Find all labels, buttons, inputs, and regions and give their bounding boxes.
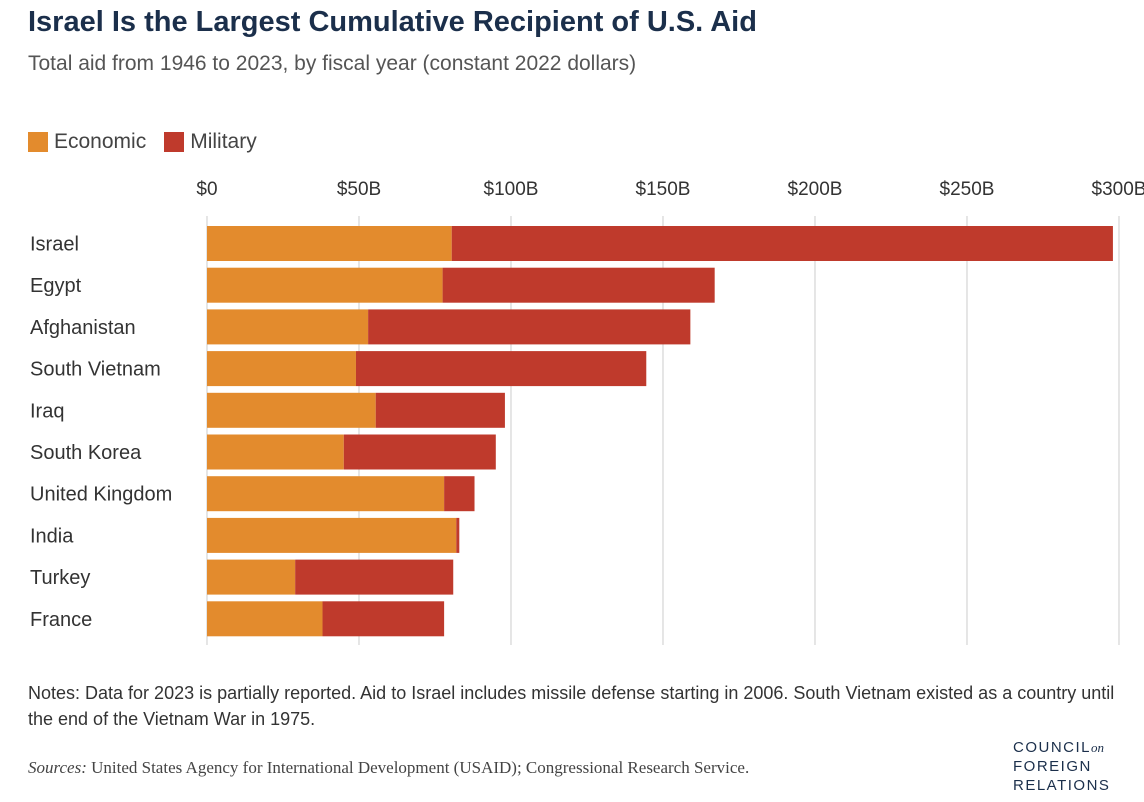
bar-military: [442, 267, 715, 303]
x-tick-label: $300B: [1092, 179, 1144, 200]
bar-military: [444, 476, 475, 512]
bar-military: [355, 351, 647, 387]
bar-military: [322, 601, 445, 637]
chart-title: Israel Is the Largest Cumulative Recipie…: [28, 6, 757, 38]
bar-military: [368, 309, 691, 345]
y-category-label: Iraq: [30, 400, 64, 422]
bar-economic: [207, 267, 443, 303]
x-tick-label: $50B: [337, 179, 381, 200]
bar-economic: [207, 392, 376, 428]
y-category-label: Afghanistan: [30, 317, 136, 339]
logo-foreign: FOREIGN: [1013, 758, 1092, 775]
bar-military: [343, 434, 496, 470]
bar-economic: [207, 559, 296, 595]
chart-legend: Economic Military: [28, 130, 257, 154]
y-category-label: India: [30, 525, 74, 547]
bar-economic: [207, 309, 369, 345]
bar-economic: [207, 476, 445, 512]
bar-economic: [207, 601, 323, 637]
legend-swatch-military: [164, 132, 185, 152]
y-category-label: Israel: [30, 234, 79, 256]
bar-military: [451, 226, 1113, 261]
legend-label-economic: Economic: [54, 130, 147, 153]
y-category-label: United Kingdom: [30, 484, 172, 506]
bar-economic: [207, 351, 356, 387]
bar-economic: [207, 434, 344, 470]
cfr-logo: COUNCILon FOREIGN RELATIONS: [1013, 738, 1128, 795]
bar-economic: [207, 226, 452, 261]
bar-military: [375, 392, 505, 428]
legend-swatch-economic: [28, 132, 48, 152]
y-category-label: South Korea: [30, 442, 142, 464]
chart-subtitle: Total aid from 1946 to 2023, by fiscal y…: [28, 52, 637, 75]
legend-item-economic: Economic: [28, 130, 146, 154]
x-tick-label: $0: [196, 179, 217, 200]
bar-economic: [207, 517, 457, 553]
legend-item-military: Military: [164, 130, 257, 154]
y-category-label: Egypt: [30, 275, 82, 297]
chart-notes: Notes: Data for 2023 is partially report…: [28, 683, 1115, 729]
x-tick-label: $100B: [484, 179, 539, 200]
legend-label-military: Military: [190, 130, 257, 153]
bar-military: [456, 517, 460, 553]
y-category-label: France: [30, 609, 92, 631]
logo-council: COUNCIL: [1013, 739, 1092, 756]
y-category-label: South Vietnam: [30, 359, 161, 381]
sources-text: United States Agency for International D…: [86, 758, 750, 777]
y-category-label: Turkey: [30, 567, 90, 589]
sources-label: Sources:: [28, 758, 87, 777]
chart-sources: Sources: United States Agency for Intern…: [28, 758, 749, 778]
logo-on: on: [1091, 740, 1105, 755]
logo-relations: RELATIONS: [1013, 777, 1111, 794]
x-tick-label: $150B: [636, 179, 691, 200]
bar-military: [295, 559, 454, 595]
x-tick-label: $250B: [940, 179, 995, 200]
x-tick-label: $200B: [788, 179, 843, 200]
bar-chart: $0 $50B $100B $150B $200B $250B $300B Israel Egy…: [30, 179, 1144, 645]
